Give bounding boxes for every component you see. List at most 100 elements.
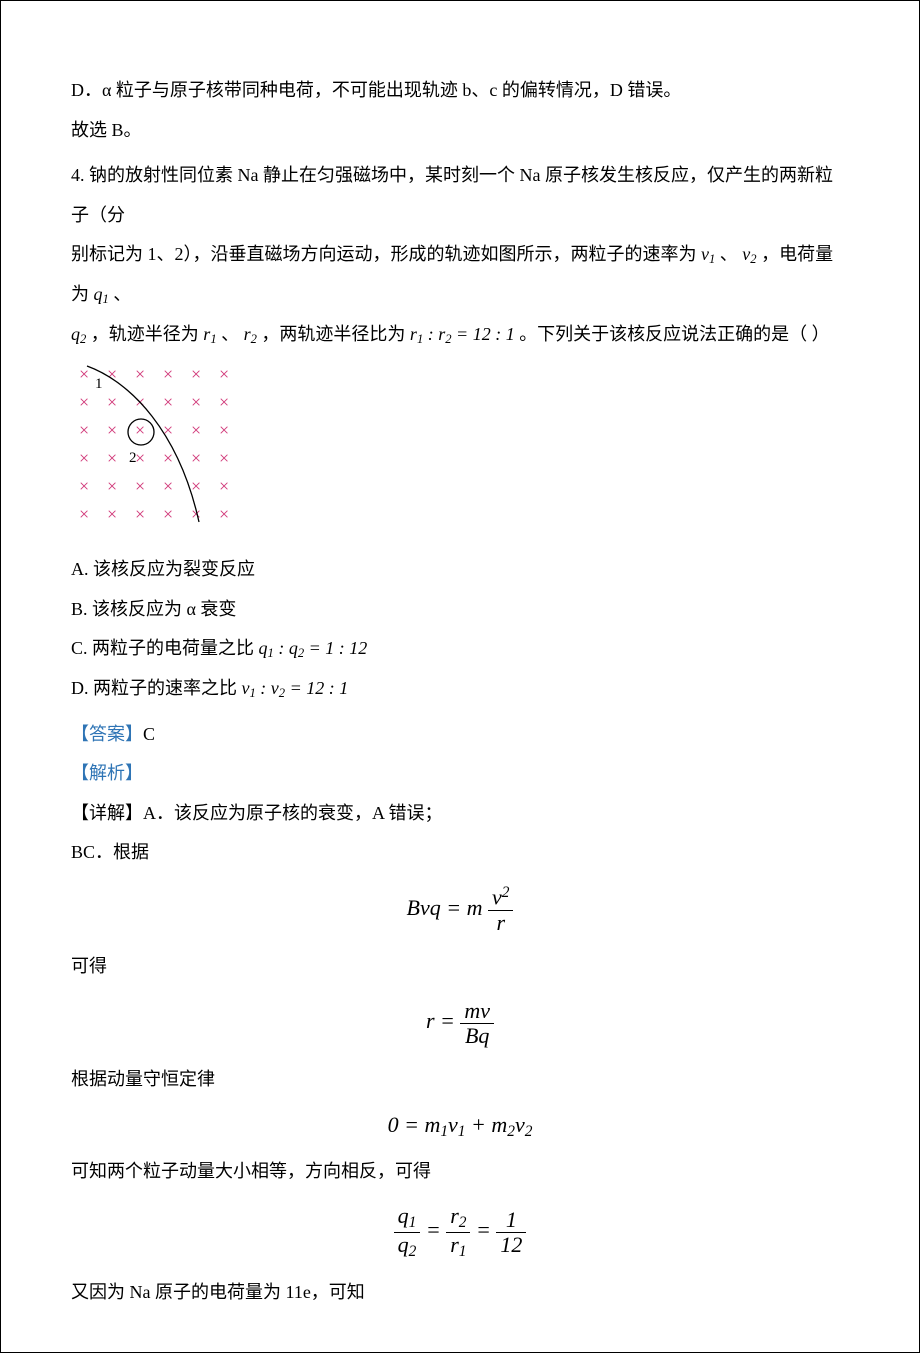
r2n: r2 <box>446 1204 470 1233</box>
r2-symbol: r2 <box>244 324 257 344</box>
svg-text:×: × <box>107 392 117 412</box>
q2: q2 <box>394 1233 421 1261</box>
formula-momentum: 0 = m1v1 + m2v2 <box>71 1112 849 1141</box>
na-11e: 又因为 Na 原子的电荷量为 11e，可知 <box>71 1273 849 1313</box>
svg-text:×: × <box>107 476 117 496</box>
svg-text:×: × <box>135 476 145 496</box>
svg-text:×: × <box>107 504 117 524</box>
exam-page: { "intro": { "lineD": "D．α 粒子与原子核带同种电荷，不… <box>0 0 920 1353</box>
option-c: C. 两粒子的电荷量之比 q1 : q2 = 1 : 12 <box>71 629 849 669</box>
option-c-formula: q1 : q2 = 1 : 12 <box>259 638 368 658</box>
q1: q1 <box>394 1204 421 1233</box>
q4-stem3-a: ，轨迹半径为 <box>91 324 204 344</box>
q4-stem-line1: 4. 钠的放射性同位素 Na 静止在匀强磁场中，某时刻一个 Na 原子核发生核反… <box>71 156 849 235</box>
option-d: D. 两粒子的速率之比 v1 : v2 = 12 : 1 <box>71 669 849 709</box>
magnetic-field-diagram: ××××××××××××××××××××××××××××××××××××12 <box>71 362 849 542</box>
svg-text:×: × <box>135 504 145 524</box>
bc-line: BC．根据 <box>71 833 849 873</box>
r-den: Bq <box>460 1024 494 1048</box>
prev-so-choose: 故选 B。 <box>71 111 849 151</box>
option-b: B. 该核反应为 α 衰变 <box>71 590 849 630</box>
r1d: r1 <box>446 1233 470 1261</box>
q4-stem3-c: ，两轨迹半径比为 <box>261 324 410 344</box>
bvq-m: m <box>467 895 483 920</box>
answer-label: 【答案】 <box>71 724 143 744</box>
q4-stem-line3: q2 ，轨迹半径为 r1 、 r2 ，两轨迹半径比为 r1 : r2 = 12 … <box>71 315 849 355</box>
svg-text:×: × <box>163 504 173 524</box>
svg-text:×: × <box>191 476 201 496</box>
svg-text:×: × <box>79 476 89 496</box>
option-a: A. 该核反应为裂变反应 <box>71 550 849 590</box>
one: 1 <box>496 1208 526 1233</box>
svg-text:×: × <box>163 364 173 384</box>
option-d-text: D. 两粒子的速率之比 <box>71 678 242 698</box>
svg-text:×: × <box>79 392 89 412</box>
svg-text:×: × <box>219 420 229 440</box>
svg-text:×: × <box>219 392 229 412</box>
r-lhs: r <box>426 1008 435 1033</box>
eq1: = <box>441 895 467 920</box>
svg-text:×: × <box>163 392 173 412</box>
svg-text:×: × <box>107 420 117 440</box>
equal-momentum: 可知两个粒子动量大小相等，方向相反，可得 <box>71 1152 849 1192</box>
explain-label: 【解析】 <box>71 754 849 794</box>
explain-label-text: 【解析】 <box>71 763 143 783</box>
svg-text:×: × <box>135 420 145 440</box>
svg-text:×: × <box>79 504 89 524</box>
q4-stem2-b: 、 <box>720 244 738 264</box>
svg-text:×: × <box>163 448 173 468</box>
v2-symbol: v2 <box>742 244 756 264</box>
option-c-text: C. 两粒子的电荷量之比 <box>71 638 259 658</box>
svg-text:×: × <box>79 448 89 468</box>
bvq-den: r <box>488 911 513 935</box>
bvq-lhs: Bvq <box>407 895 441 920</box>
q1-symbol: q1 <box>94 284 109 304</box>
q-frac: q1 q2 <box>394 1204 421 1261</box>
bvq-frac: v2 r <box>488 885 513 935</box>
svg-text:×: × <box>219 364 229 384</box>
svg-text:×: × <box>191 392 201 412</box>
q4-stem2-a: 别标记为 1、2），沿垂直磁场方向运动，形成的轨迹如图所示，两粒子的速率为 <box>71 244 701 264</box>
q2-symbol: q2 <box>71 324 86 344</box>
svg-text:×: × <box>219 476 229 496</box>
v1-symbol: v1 <box>701 244 715 264</box>
svg-text:×: × <box>163 476 173 496</box>
prev-option-d: D．α 粒子与原子核带同种电荷，不可能出现轨迹 b、c 的偏转情况，D 错误。 <box>71 71 849 111</box>
diagram-svg: ××××××××××××××××××××××××××××××××××××12 <box>71 362 261 537</box>
r1-symbol: r1 <box>203 324 216 344</box>
svg-text:×: × <box>219 504 229 524</box>
svg-text:1: 1 <box>95 376 103 392</box>
svg-text:×: × <box>163 420 173 440</box>
r-num: mv <box>460 999 494 1024</box>
r-ratio: r1 : r2 = 12 : 1 <box>410 324 515 344</box>
q4-stem3-d: 。下列关于该核反应说法正确的是（ ） <box>519 324 830 344</box>
svg-text:×: × <box>191 504 201 524</box>
answer-value: C <box>143 724 155 744</box>
answer-line: 【答案】C <box>71 715 849 755</box>
svg-text:×: × <box>135 364 145 384</box>
bvq-num: v2 <box>488 885 513 911</box>
r-frac2: r2 r1 <box>446 1204 470 1261</box>
r-frac: mv Bq <box>460 999 494 1048</box>
svg-text:×: × <box>107 448 117 468</box>
formula-r: r = mv Bq <box>71 999 849 1048</box>
svg-text:×: × <box>135 448 145 468</box>
svg-text:×: × <box>79 364 89 384</box>
q4-stem2-d: 、 <box>113 284 131 304</box>
option-d-formula: v1 : v2 = 12 : 1 <box>242 678 349 698</box>
svg-text:2: 2 <box>129 450 137 466</box>
svg-text:×: × <box>191 448 201 468</box>
twelve: 12 <box>496 1233 526 1257</box>
svg-text:×: × <box>191 364 201 384</box>
one-twelve: 1 12 <box>496 1208 526 1257</box>
svg-text:×: × <box>79 420 89 440</box>
svg-text:×: × <box>191 420 201 440</box>
momentum-label: 根据动量守恒定律 <box>71 1060 849 1100</box>
formula-bvq: Bvq = m v2 r <box>71 885 849 935</box>
formula-ratio: q1 q2 = r2 r1 = 1 12 <box>71 1204 849 1261</box>
kede: 可得 <box>71 947 849 987</box>
svg-text:×: × <box>219 448 229 468</box>
detail-a: 【详解】A．该反应为原子核的衰变，A 错误； <box>71 794 849 834</box>
q4-stem-line2: 别标记为 1、2），沿垂直磁场方向运动，形成的轨迹如图所示，两粒子的速率为 v1… <box>71 235 849 314</box>
q4-stem3-b: 、 <box>221 324 239 344</box>
